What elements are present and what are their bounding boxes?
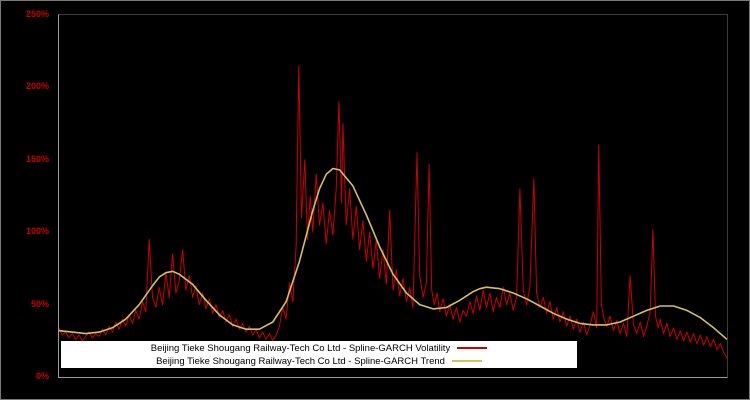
- y-tick-label: 150%: [25, 153, 49, 164]
- y-tick-label: 100%: [25, 226, 49, 237]
- plot-area: [58, 14, 728, 378]
- legend: Beijing Tieke Shougang Railway-Tech Co L…: [61, 341, 577, 368]
- legend-item-trend: Beijing Tieke Shougang Railway-Tech Co L…: [65, 355, 573, 367]
- y-axis: 0% 50% 100% 150% 200% 250%: [1, 1, 53, 399]
- y-tick-label: 0%: [35, 371, 49, 381]
- y-tick-label: 50%: [30, 298, 49, 309]
- y-tick-label: 250%: [25, 9, 49, 19]
- y-tick-label: 200%: [25, 81, 49, 92]
- legend-item-volatility: Beijing Tieke Shougang Railway-Tech Co L…: [65, 342, 573, 354]
- series-line-trend: [59, 167, 727, 341]
- legend-line-sample-trend: [451, 360, 482, 362]
- legend-label-volatility: Beijing Tieke Shougang Railway-Tech Co L…: [150, 342, 451, 354]
- chart-canvas: [59, 65, 727, 359]
- legend-line-sample-volatility: [457, 347, 488, 349]
- legend-label-trend: Beijing Tieke Shougang Railway-Tech Co L…: [156, 355, 445, 367]
- series-line-volatility: [59, 65, 727, 359]
